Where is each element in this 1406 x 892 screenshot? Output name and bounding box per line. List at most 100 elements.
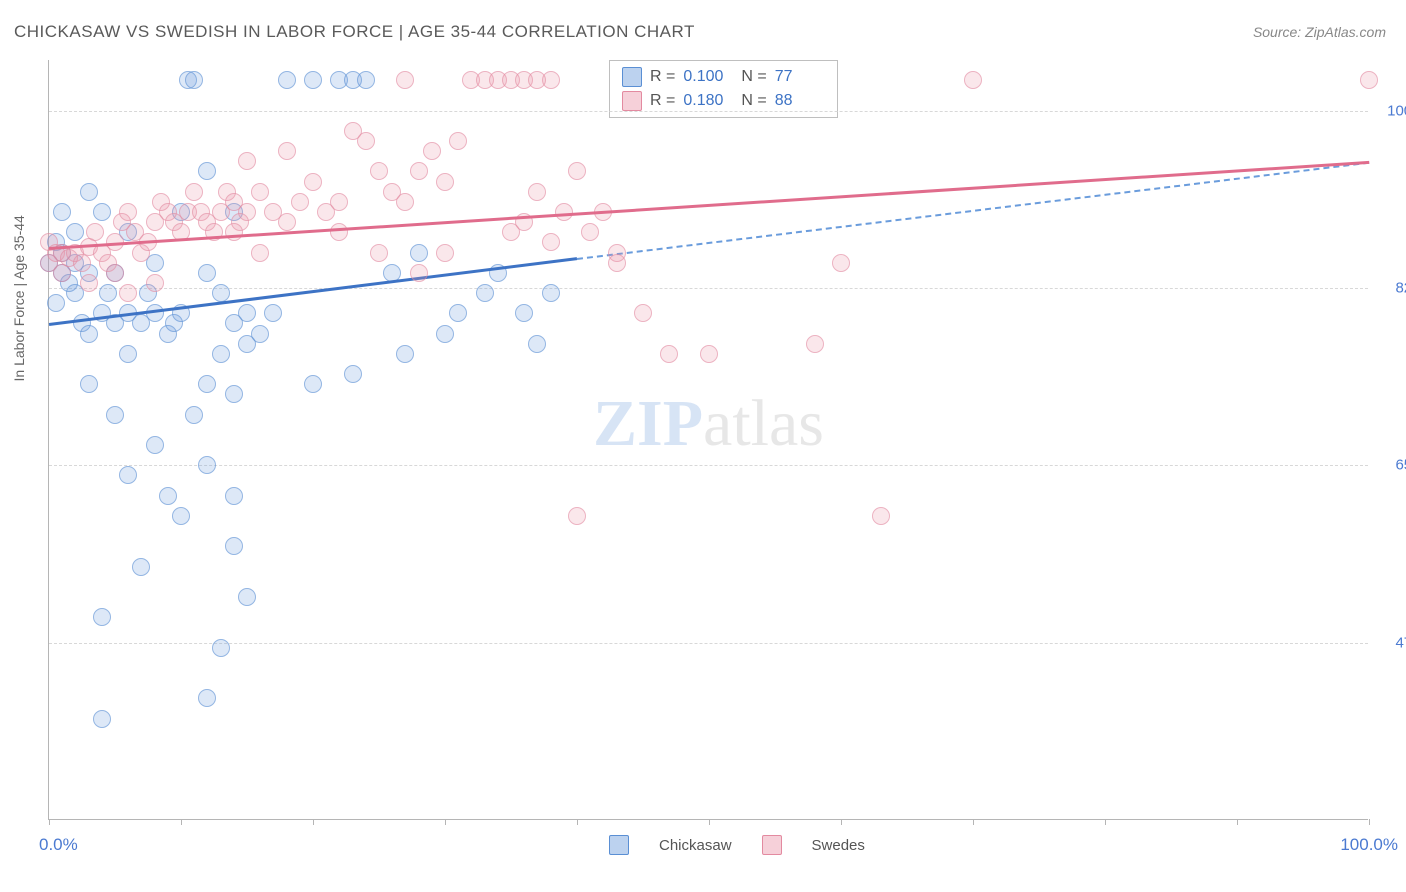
scatter-point	[304, 173, 322, 191]
x-tick	[1369, 819, 1370, 825]
correlation-stats-box: R = 0.100 N = 77 R = 0.180 N = 88	[609, 60, 838, 118]
scatter-point	[964, 71, 982, 89]
x-axis-max-label: 100.0%	[1340, 835, 1398, 855]
scatter-point	[93, 608, 111, 626]
n-value: 77	[775, 68, 825, 86]
gridline	[49, 465, 1368, 466]
scatter-point	[159, 487, 177, 505]
scatter-point	[225, 223, 243, 241]
scatter-point	[47, 294, 65, 312]
scatter-point	[119, 345, 137, 363]
scatter-point	[396, 345, 414, 363]
scatter-point	[344, 365, 362, 383]
r-value: 0.100	[683, 68, 733, 86]
scatter-point	[80, 375, 98, 393]
r-label: R =	[650, 68, 675, 86]
scatter-point	[370, 244, 388, 262]
scatter-point	[542, 233, 560, 251]
scatter-point	[93, 203, 111, 221]
scatter-point	[634, 304, 652, 322]
x-tick	[973, 819, 974, 825]
scatter-point	[278, 71, 296, 89]
scatter-point	[198, 456, 216, 474]
scatter-point	[106, 264, 124, 282]
scatter-point	[423, 142, 441, 160]
scatter-point	[410, 264, 428, 282]
scatter-point	[528, 335, 546, 353]
scatter-point	[436, 244, 454, 262]
scatter-point	[99, 284, 117, 302]
scatter-point	[330, 193, 348, 211]
swatch-chickasaw-icon	[622, 67, 642, 87]
scatter-point	[225, 385, 243, 403]
scatter-point	[528, 71, 546, 89]
y-tick-label: 47.5%	[1395, 634, 1406, 651]
scatter-point	[40, 254, 58, 272]
scatter-point	[410, 162, 428, 180]
scatter-point	[357, 132, 375, 150]
scatter-point	[264, 304, 282, 322]
legend-swatch-swedes-icon	[762, 835, 782, 855]
scatter-point	[251, 244, 269, 262]
swatch-swedes-icon	[622, 91, 642, 111]
legend-swatch-chickasaw-icon	[609, 835, 629, 855]
scatter-point	[132, 558, 150, 576]
n-value: 88	[775, 92, 825, 110]
scatter-point	[304, 71, 322, 89]
scatter-point	[1360, 71, 1378, 89]
scatter-point	[436, 173, 454, 191]
scatter-point	[330, 223, 348, 241]
scatter-point	[449, 132, 467, 150]
scatter-point	[700, 345, 718, 363]
x-tick	[1105, 819, 1106, 825]
scatter-point	[396, 193, 414, 211]
scatter-point	[832, 254, 850, 272]
scatter-point	[172, 507, 190, 525]
x-tick	[445, 819, 446, 825]
scatter-point	[106, 406, 124, 424]
scatter-point	[146, 274, 164, 292]
scatter-point	[449, 304, 467, 322]
stats-row-chickasaw: R = 0.100 N = 77	[610, 65, 837, 89]
scatter-point	[238, 588, 256, 606]
scatter-point	[185, 406, 203, 424]
x-tick	[709, 819, 710, 825]
y-axis-title: In Labor Force | Age 35-44	[11, 215, 27, 381]
scatter-point	[53, 203, 71, 221]
scatter-point	[93, 710, 111, 728]
scatter-point	[436, 325, 454, 343]
scatter-point	[410, 244, 428, 262]
scatter-point	[238, 152, 256, 170]
scatter-point	[476, 284, 494, 302]
r-value: 0.180	[683, 92, 733, 110]
scatter-point	[238, 304, 256, 322]
scatter-point	[119, 284, 137, 302]
scatter-point	[581, 223, 599, 241]
scatter-point	[80, 325, 98, 343]
x-tick	[841, 819, 842, 825]
scatter-point	[146, 436, 164, 454]
scatter-point	[86, 223, 104, 241]
y-tick-label: 82.5%	[1395, 280, 1406, 297]
scatter-point	[251, 183, 269, 201]
scatter-point	[80, 274, 98, 292]
gridline	[49, 111, 1368, 112]
scatter-point	[212, 284, 230, 302]
r-label: R =	[650, 92, 675, 110]
scatter-point	[225, 537, 243, 555]
scatter-point	[185, 183, 203, 201]
scatter-point	[225, 487, 243, 505]
scatter-point	[238, 203, 256, 221]
scatter-point	[198, 162, 216, 180]
scatter-point	[185, 71, 203, 89]
scatter-point	[396, 71, 414, 89]
scatter-point	[80, 183, 98, 201]
scatter-point	[304, 375, 322, 393]
scatter-point	[146, 304, 164, 322]
scatter-point	[198, 689, 216, 707]
scatter-point	[608, 254, 626, 272]
scatter-plot-area: In Labor Force | Age 35-44 ZIPatlas R = …	[48, 60, 1368, 820]
gridline	[49, 643, 1368, 644]
x-axis-min-label: 0.0%	[39, 835, 78, 855]
scatter-point	[251, 325, 269, 343]
